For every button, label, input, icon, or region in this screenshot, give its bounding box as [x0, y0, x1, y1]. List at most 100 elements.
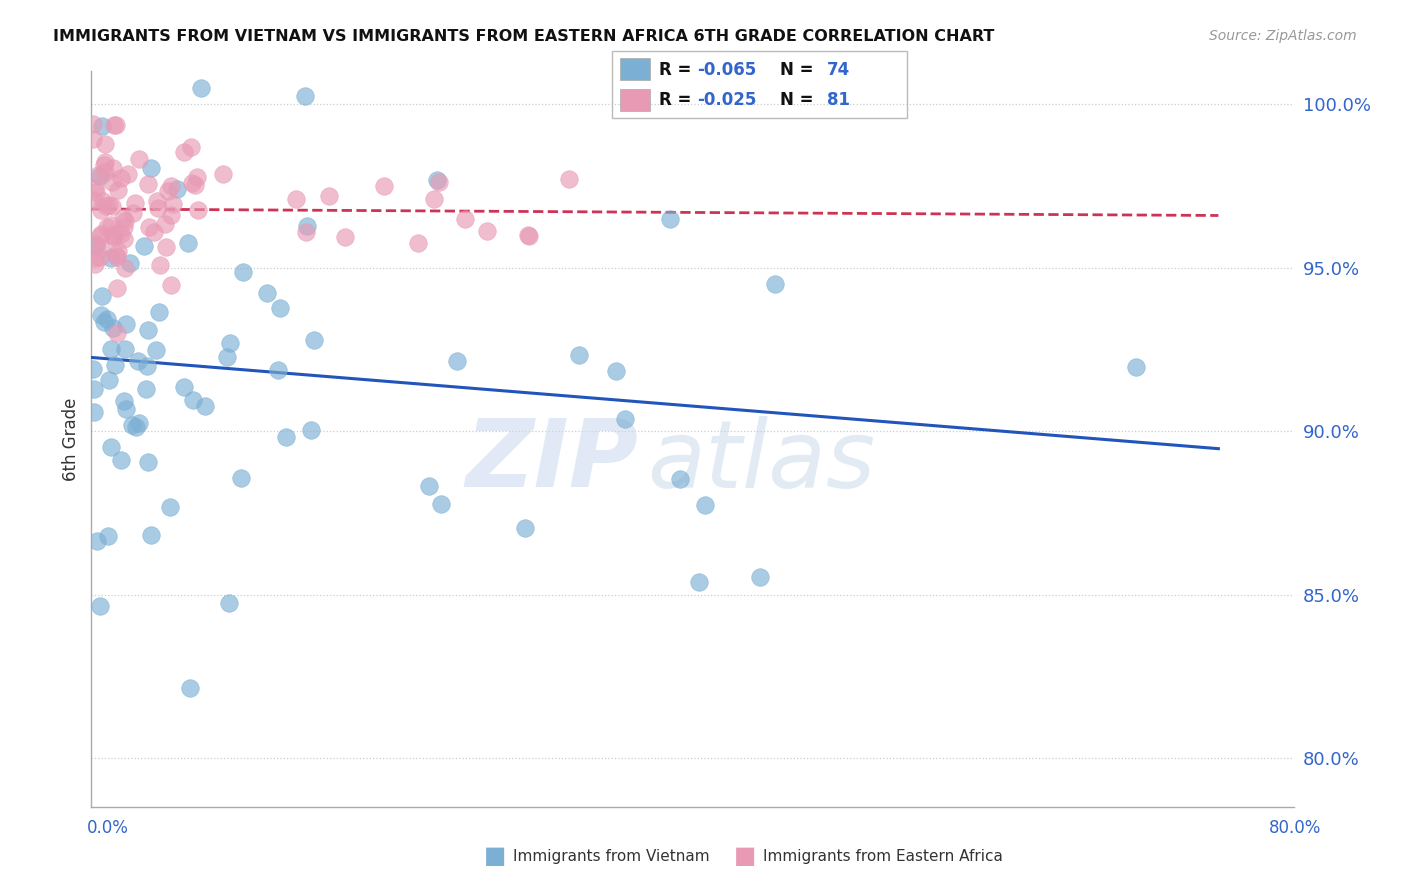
- Point: [98, 373, 121, 387]
- Point: [136, 322, 159, 336]
- Point: [112, 232, 135, 246]
- Point: [519, 229, 541, 244]
- Point: [187, 202, 209, 217]
- Point: [181, 176, 204, 190]
- Point: [114, 260, 136, 275]
- Point: [160, 278, 183, 293]
- Point: [194, 399, 217, 413]
- Point: [669, 472, 692, 486]
- Point: [127, 353, 149, 368]
- Point: [135, 359, 157, 373]
- Point: [148, 258, 170, 272]
- Point: [86, 534, 108, 549]
- Point: [110, 227, 132, 242]
- Point: [93, 316, 115, 330]
- Point: [422, 192, 444, 206]
- Point: [82, 361, 104, 376]
- Point: [105, 281, 128, 295]
- Point: [112, 219, 135, 234]
- Text: R =: R =: [659, 61, 697, 78]
- Point: [114, 214, 136, 228]
- Point: [114, 402, 136, 417]
- Point: [100, 343, 122, 357]
- Point: [91, 194, 114, 208]
- Point: [1125, 359, 1147, 374]
- Point: [429, 497, 451, 511]
- Point: [256, 286, 278, 301]
- Point: [110, 453, 132, 467]
- Point: [454, 212, 477, 227]
- Point: [179, 681, 201, 695]
- Text: -0.065: -0.065: [697, 61, 756, 78]
- Point: [82, 193, 104, 207]
- Point: [219, 336, 242, 351]
- Point: [104, 358, 127, 372]
- Point: [515, 521, 537, 535]
- Point: [659, 212, 682, 227]
- Text: IMMIGRANTS FROM VIETNAM VS IMMIGRANTS FROM EASTERN AFRICA 6TH GRADE CORRELATION : IMMIGRANTS FROM VIETNAM VS IMMIGRANTS FR…: [53, 29, 995, 44]
- Point: [103, 230, 125, 244]
- Point: [93, 155, 115, 169]
- Text: 0.0%: 0.0%: [87, 819, 129, 837]
- Point: [156, 184, 179, 198]
- Text: Immigrants from Eastern Africa: Immigrants from Eastern Africa: [763, 849, 1004, 863]
- Point: [100, 251, 122, 265]
- Point: [605, 364, 627, 378]
- Bar: [620, 89, 650, 112]
- Point: [139, 161, 162, 175]
- Point: [91, 289, 114, 303]
- Point: [763, 277, 786, 292]
- Point: [97, 528, 120, 542]
- Point: [110, 170, 132, 185]
- Point: [107, 244, 129, 258]
- Point: [124, 419, 146, 434]
- Text: ZIP: ZIP: [465, 416, 638, 508]
- Point: [211, 167, 233, 181]
- Text: 80.0%: 80.0%: [1270, 819, 1322, 837]
- Point: [89, 250, 111, 264]
- Point: [285, 192, 308, 206]
- Point: [94, 199, 117, 213]
- Point: [695, 499, 717, 513]
- Point: [128, 417, 150, 431]
- Point: [146, 194, 169, 208]
- Point: [215, 350, 238, 364]
- Point: [100, 219, 122, 233]
- Point: [101, 161, 124, 175]
- Point: [295, 225, 318, 239]
- Point: [111, 211, 134, 226]
- Point: [96, 312, 118, 326]
- Text: ■: ■: [484, 845, 506, 868]
- Point: [427, 175, 450, 189]
- Point: [114, 394, 136, 409]
- Point: [139, 528, 162, 542]
- Point: [103, 118, 125, 132]
- Point: [115, 317, 138, 331]
- Point: [93, 158, 115, 172]
- Point: [97, 198, 120, 212]
- Point: [302, 333, 325, 347]
- Point: [299, 423, 322, 437]
- Text: -0.025: -0.025: [697, 91, 756, 109]
- Point: [446, 354, 468, 368]
- Point: [83, 181, 105, 195]
- Y-axis label: 6th Grade: 6th Grade: [62, 398, 80, 481]
- Point: [87, 168, 110, 182]
- Point: [83, 251, 105, 265]
- Point: [180, 139, 202, 153]
- Point: [94, 137, 117, 152]
- Text: N =: N =: [780, 61, 820, 78]
- Point: [155, 240, 177, 254]
- Point: [90, 241, 112, 255]
- Point: [132, 239, 155, 253]
- Text: 81: 81: [827, 91, 851, 109]
- Point: [232, 265, 254, 279]
- Point: [121, 418, 143, 433]
- Point: [218, 596, 240, 610]
- Point: [146, 201, 169, 215]
- Point: [84, 239, 107, 253]
- Point: [558, 171, 581, 186]
- Point: [84, 237, 107, 252]
- Point: [267, 362, 290, 376]
- Point: [477, 224, 499, 238]
